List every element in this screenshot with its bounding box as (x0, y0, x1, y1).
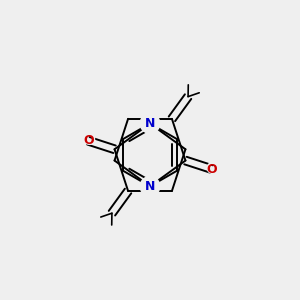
Text: N: N (145, 180, 155, 193)
Circle shape (140, 114, 160, 133)
Text: O: O (83, 134, 94, 147)
Circle shape (140, 176, 160, 196)
Text: O: O (205, 161, 218, 176)
Text: O: O (206, 163, 217, 176)
Text: N: N (145, 117, 155, 130)
Text: O: O (82, 133, 95, 148)
